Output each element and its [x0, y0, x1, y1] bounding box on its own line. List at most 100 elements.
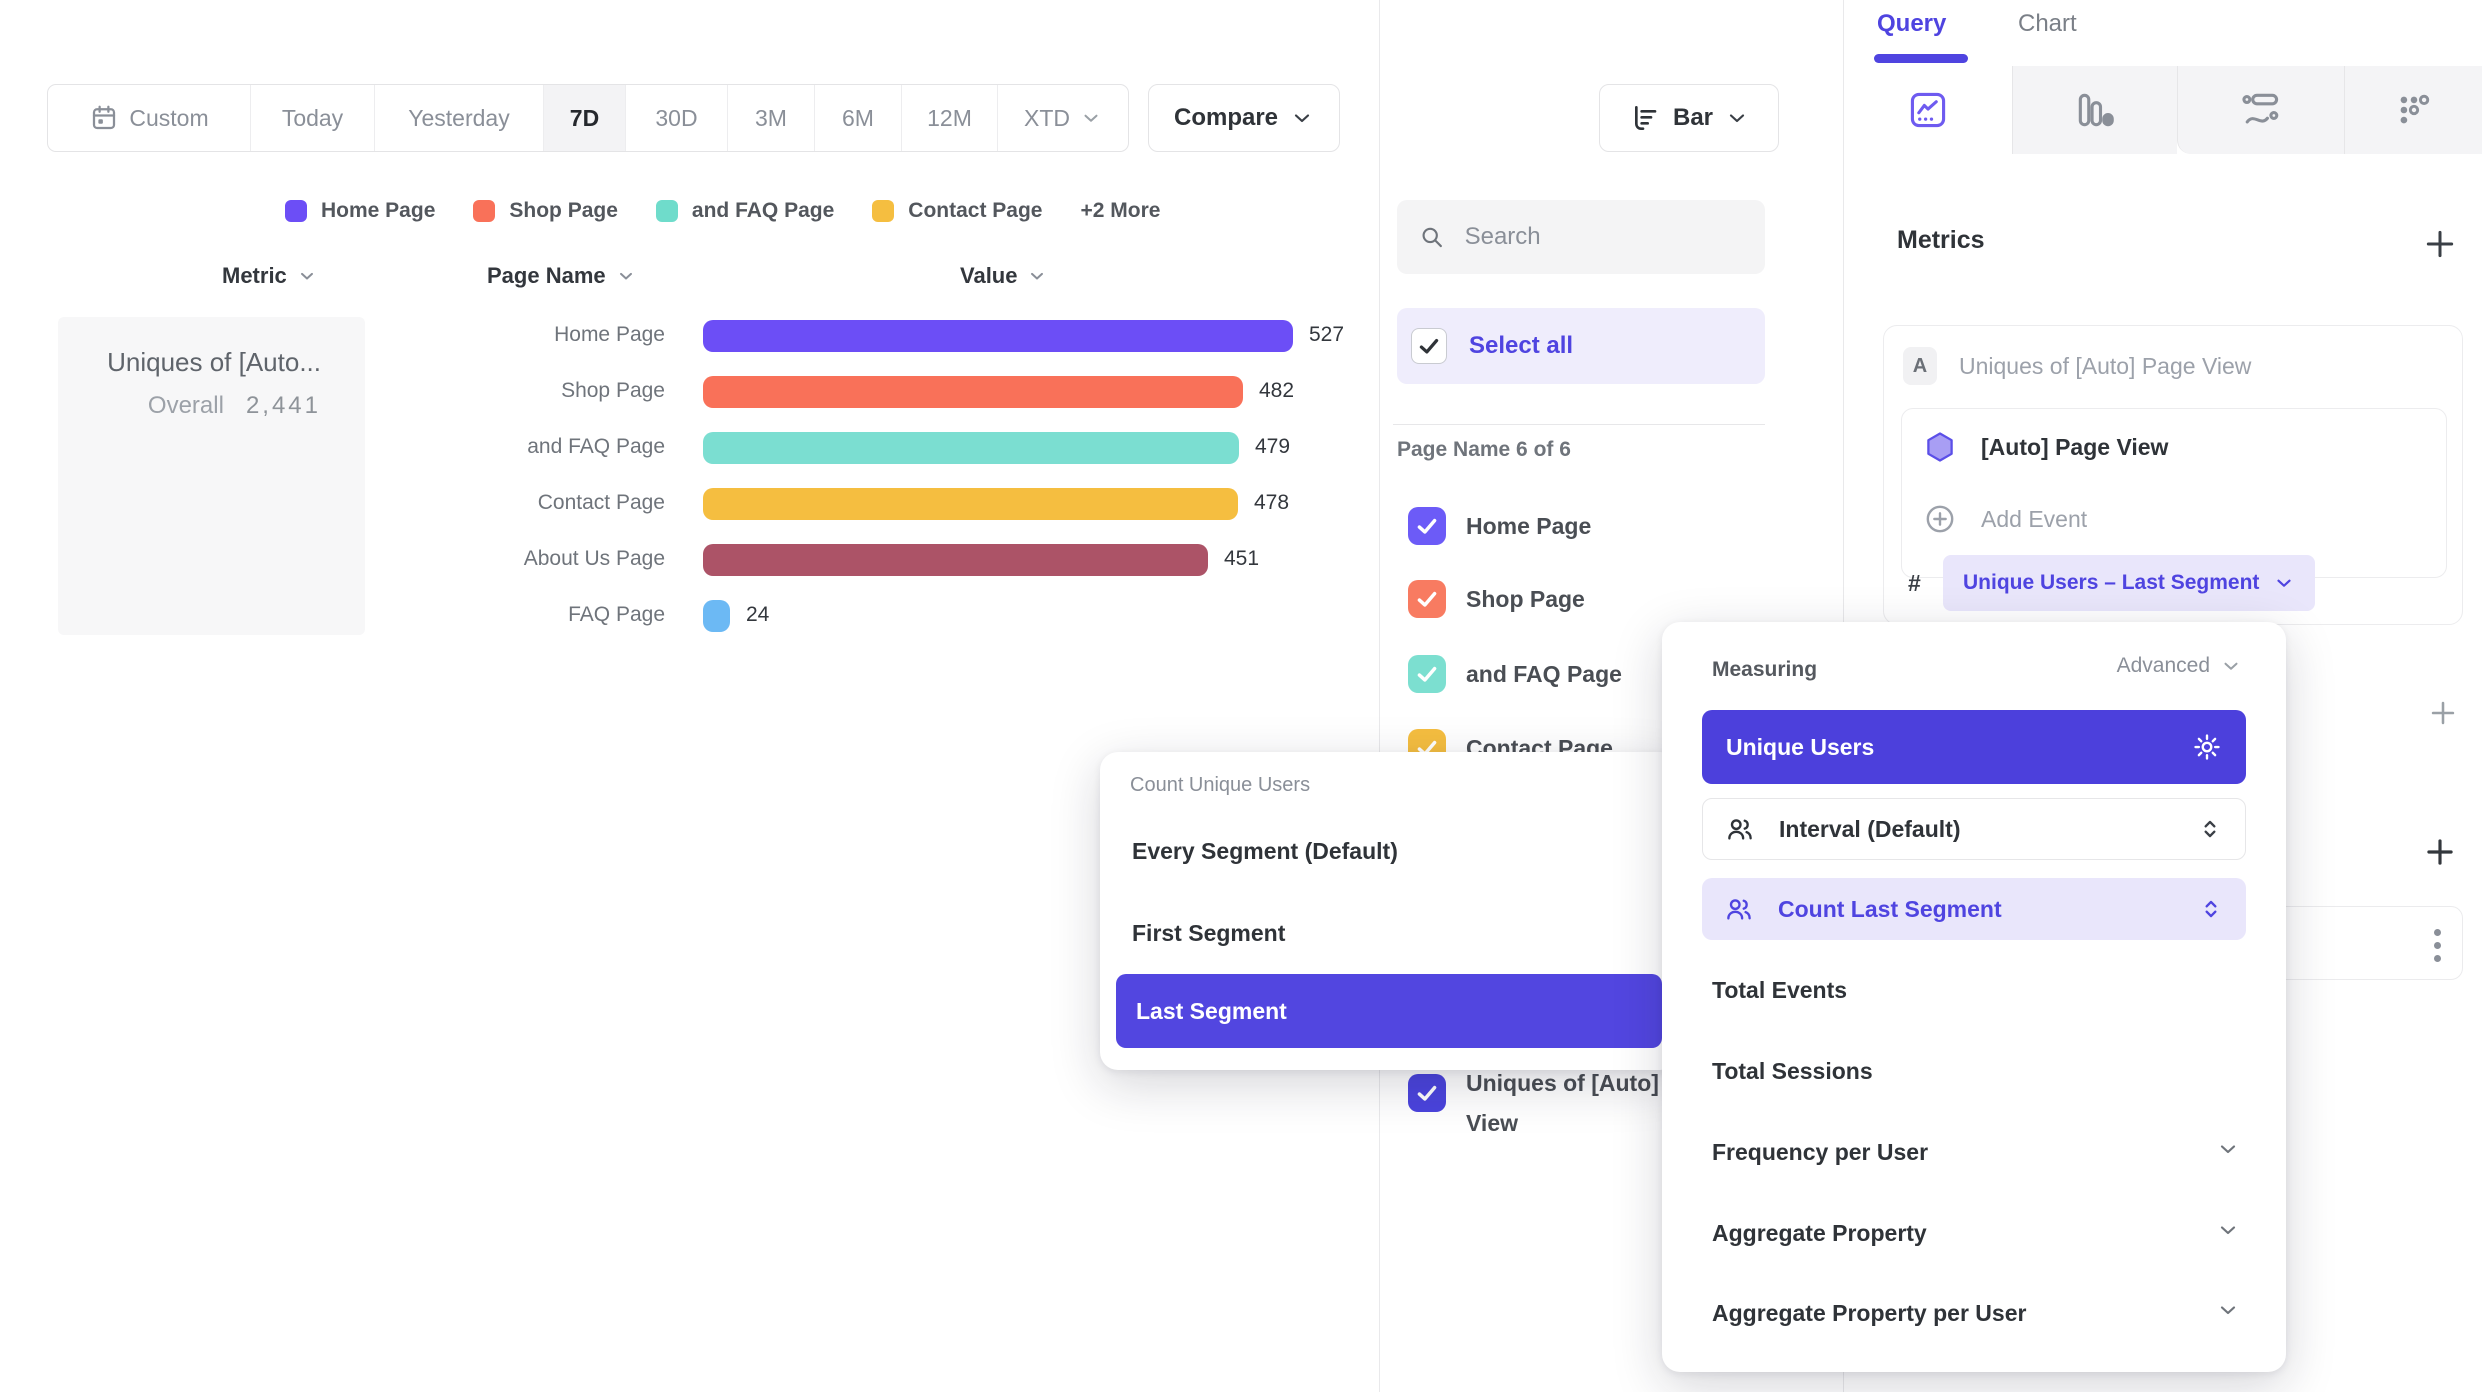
chart-type-select[interactable]: Bar	[1599, 84, 1779, 152]
measuring-option-unique-users-selected[interactable]: Unique Users	[1702, 710, 2246, 784]
measuring-option-frequency-per-user[interactable]: Frequency per User	[1712, 1137, 2240, 1167]
advanced-dropdown[interactable]: Advanced	[2117, 654, 2242, 678]
filter-item-shop-page[interactable]: Shop Page	[1408, 580, 1585, 618]
legend-item[interactable]: Shop Page	[473, 199, 618, 223]
bar-home-page[interactable]	[703, 320, 1293, 352]
date-range-yesterday[interactable]: Yesterday	[375, 85, 544, 151]
event-hexagon-icon	[1927, 432, 1953, 462]
metric-definition-title: Uniques of [Auto] Page View	[1959, 352, 2252, 379]
date-range-12m[interactable]: 12M	[902, 85, 998, 151]
select-all-label: Select all	[1469, 332, 1574, 359]
check-icon	[1417, 666, 1437, 682]
report-tab-flows[interactable]	[2177, 66, 2344, 154]
checkbox[interactable]	[1408, 1074, 1446, 1112]
report-tab-retention[interactable]	[2344, 66, 2482, 154]
measuring-row-count-last-segment[interactable]: Count Last Segment	[1702, 878, 2246, 940]
date-range-custom[interactable]: Custom	[48, 85, 251, 151]
checkbox[interactable]	[1408, 580, 1446, 618]
insights-icon	[1910, 92, 1946, 128]
select-all-row[interactable]: Select all	[1397, 308, 1765, 384]
legend-swatch	[655, 200, 678, 222]
bar-row-label: FAQ Page	[568, 603, 665, 626]
date-range-group: Custom Today Yesterday 7D 30D 3M 6M 12M XTD	[47, 84, 1129, 152]
segment-option-last-selected[interactable]: Last Segment	[1116, 974, 1662, 1048]
bar-about-us-page[interactable]	[703, 544, 1208, 576]
bar-row-label: About Us Page	[523, 547, 665, 570]
bar-value: 479	[1255, 435, 1291, 458]
bar-contact-page[interactable]	[703, 488, 1238, 520]
checkbox[interactable]	[1408, 507, 1446, 545]
bar-shop-page[interactable]	[703, 376, 1243, 408]
checkbox[interactable]	[1408, 655, 1446, 693]
measuring-popup: Measuring Advanced Unique Users Interval	[1662, 622, 2286, 1372]
event-name: [Auto] Page View	[1981, 433, 2169, 460]
date-range-3m[interactable]: 3M	[728, 85, 815, 151]
gear-icon[interactable]	[2192, 732, 2222, 762]
legend-more[interactable]: +2 More	[1080, 199, 1161, 222]
chevron-down-icon	[2220, 1306, 2236, 1315]
bar-value: 482	[1259, 379, 1295, 402]
add-breakdown-button[interactable]	[2421, 833, 2459, 871]
plus-circle-icon	[1926, 505, 1954, 533]
event-card	[1901, 408, 2447, 578]
chevron-down-icon	[1031, 272, 1044, 280]
date-range-6m[interactable]: 6M	[815, 85, 902, 151]
compare-label: Compare	[1173, 104, 1279, 131]
chevron-down-icon	[619, 272, 632, 280]
measuring-row-interval[interactable]: Interval (Default)	[1702, 798, 2246, 860]
add-event-row[interactable]: Add Event	[1923, 502, 2087, 536]
tab-chart[interactable]: Chart	[2018, 10, 2077, 37]
filter-item-and-faq-page[interactable]: and FAQ Page	[1408, 655, 1622, 693]
date-range-xtd[interactable]: XTD	[998, 85, 1128, 151]
bar-and-faq-page[interactable]	[703, 432, 1239, 464]
measuring-option-aggregate-property-per-user[interactable]: Aggregate Property per User	[1712, 1298, 2240, 1328]
measuring-option-total-sessions[interactable]: Total Sessions	[1712, 1058, 1873, 1084]
compare-button[interactable]: Compare	[1148, 84, 1340, 152]
segment-option-every[interactable]: Every Segment (Default)	[1132, 838, 1398, 864]
select-all-checkbox[interactable]	[1411, 328, 1447, 364]
legend-item[interactable]: and FAQ Page	[655, 199, 834, 223]
report-tab-insights[interactable]	[1844, 66, 2012, 154]
bar-value: 527	[1309, 323, 1345, 346]
aggregation-dropdown[interactable]: Unique Users – Last Segment	[1943, 555, 2316, 611]
add-filter-button[interactable]	[2426, 696, 2460, 730]
tab-query[interactable]: Query	[1877, 10, 1947, 37]
metric-overall-value: 2,441	[245, 392, 321, 419]
metric-summary-card[interactable]: Uniques of [Auto... Overall 2,441	[58, 317, 365, 635]
plus-icon	[2427, 839, 2453, 865]
panel-divider	[1379, 0, 1380, 1392]
segment-option-first[interactable]: First Segment	[1132, 920, 1286, 946]
column-header-page-name[interactable]: Page Name	[487, 263, 636, 289]
legend-swatch	[872, 200, 895, 222]
chevron-down-icon	[2224, 662, 2238, 670]
event-row[interactable]: [Auto] Page View	[1923, 430, 2168, 464]
column-header-value[interactable]: Value	[960, 263, 1047, 289]
funnels-icon	[2078, 93, 2114, 127]
search-field[interactable]	[1397, 200, 1765, 274]
legend-item[interactable]: Contact Page	[872, 199, 1042, 223]
check-icon	[1417, 591, 1437, 607]
filter-divider	[1393, 424, 1765, 425]
chevron-down-icon	[2220, 1226, 2236, 1235]
measuring-option-aggregate-property[interactable]: Aggregate Property	[1712, 1218, 2240, 1248]
metric-definition-header[interactable]: A Uniques of [Auto] Page View	[1903, 347, 2251, 385]
column-header-metric[interactable]: Metric	[222, 263, 317, 289]
date-range-today[interactable]: Today	[251, 85, 375, 151]
date-range-7d[interactable]: 7D	[544, 85, 626, 151]
metric-letter-badge: A	[1903, 347, 1937, 385]
legend-item[interactable]: Home Page	[285, 199, 435, 223]
bar-value: 478	[1254, 491, 1290, 514]
search-input[interactable]	[1462, 222, 1743, 252]
date-range-30d[interactable]: 30D	[626, 85, 728, 151]
report-tab-funnels[interactable]	[2012, 66, 2177, 154]
measuring-option-total-events[interactable]: Total Events	[1712, 977, 1848, 1003]
metrics-heading: Metrics	[1897, 226, 1985, 254]
filter-item-home-page[interactable]: Home Page	[1408, 507, 1591, 545]
segment-popup-title: Count Unique Users	[1130, 774, 1311, 796]
add-metric-button[interactable]	[2420, 224, 2460, 264]
overflow-menu-icon[interactable]	[2434, 923, 2441, 968]
legend-swatch	[473, 200, 496, 222]
count-unique-users-popup: Count Unique Users Every Segment (Defaul…	[1100, 752, 1678, 1070]
bar-faq-page[interactable]	[703, 600, 730, 632]
